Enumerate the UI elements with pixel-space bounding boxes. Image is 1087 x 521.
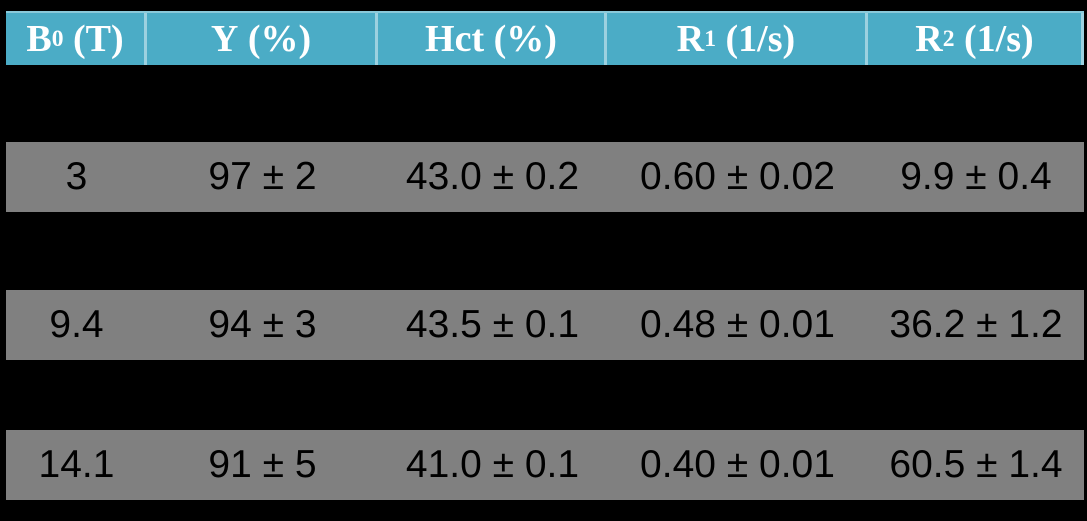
cell-hct: 43.0 ± 0.2 bbox=[405, 155, 580, 198]
header-unit: (1/s) bbox=[716, 18, 796, 60]
header-base: Hct bbox=[425, 18, 485, 60]
cell-r1: 0.60 ± 0.02 bbox=[640, 155, 835, 198]
cell-hct: 41.0 ± 0.1 bbox=[405, 443, 580, 486]
cell-r1: 0.48 ± 0.01 bbox=[640, 303, 835, 346]
header-unit: (1/s) bbox=[954, 18, 1034, 60]
row-gap bbox=[6, 212, 1084, 290]
cell-y: 94 ± 3 bbox=[208, 303, 317, 346]
table-row: 9.4 94 ± 3 43.5 ± 0.1 0.48 ± 0.01 36.2 ±… bbox=[6, 290, 1084, 360]
header-unit: (%) bbox=[238, 18, 312, 60]
header-base: R bbox=[676, 18, 705, 60]
cell-r2: 9.9 ± 0.4 bbox=[900, 155, 1052, 198]
header-unit: (T) bbox=[63, 18, 124, 60]
cell-b0: 3 bbox=[65, 155, 88, 198]
column-header-y: Y (%) bbox=[147, 13, 378, 65]
header-base: R bbox=[915, 18, 943, 60]
table-row: 14.1 91 ± 5 41.0 ± 0.1 0.40 ± 0.01 60.5 … bbox=[6, 430, 1084, 500]
cell-b0: 14.1 bbox=[38, 443, 115, 486]
cell-b0: 9.4 bbox=[49, 303, 104, 346]
header-unit: (%) bbox=[484, 18, 557, 60]
cell-r2: 60.5 ± 1.4 bbox=[889, 443, 1063, 486]
cell-r1: 0.40 ± 0.01 bbox=[640, 443, 835, 486]
table-row: 3 97 ± 2 43.0 ± 0.2 0.60 ± 0.02 9.9 ± 0.… bbox=[6, 142, 1084, 212]
cell-r2: 36.2 ± 1.2 bbox=[889, 303, 1063, 346]
cell-y: 91 ± 5 bbox=[208, 443, 317, 486]
header-base: Y bbox=[210, 18, 239, 60]
row-gap bbox=[6, 360, 1084, 430]
cell-y: 97 ± 2 bbox=[208, 155, 317, 198]
column-header-hct: Hct (%) bbox=[378, 13, 607, 65]
header-base: B bbox=[26, 18, 52, 60]
cell-hct: 43.5 ± 0.1 bbox=[405, 303, 580, 346]
row-gap bbox=[6, 65, 1084, 142]
